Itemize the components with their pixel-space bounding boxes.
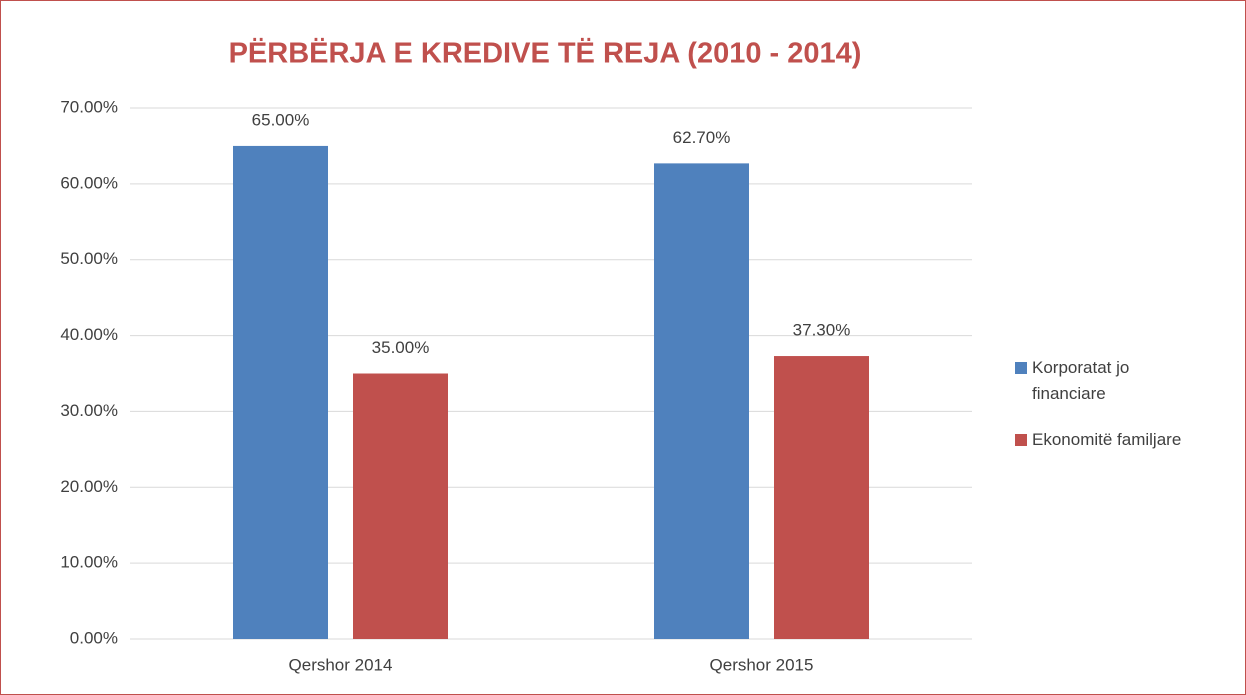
legend-label: Ekonomitë familjare (1032, 430, 1182, 449)
data-label: 62.70% (673, 128, 731, 147)
data-label: 37.30% (793, 321, 851, 340)
bar (233, 145, 328, 639)
y-tick-label: 10.00% (60, 553, 118, 572)
x-tick-label: Qershor 2014 (289, 655, 393, 674)
y-tick-label: 30.00% (60, 401, 118, 420)
data-label: 65.00% (252, 110, 310, 129)
legend-item: Ekonomitë familjare (1015, 427, 1240, 453)
bar (654, 163, 749, 639)
legend-swatch (1015, 362, 1027, 374)
y-tick-label: 50.00% (60, 249, 118, 268)
y-tick-label: 60.00% (60, 173, 118, 192)
bar (774, 356, 869, 639)
y-tick-label: 20.00% (60, 477, 118, 496)
legend-swatch (1015, 434, 1027, 446)
bar (353, 373, 448, 639)
data-label: 35.00% (372, 338, 430, 357)
chart-title: PËRBËRJA E KREDIVE TË REJA (2010 - 2014) (229, 37, 862, 70)
y-tick-label: 70.00% (60, 97, 118, 116)
legend-label: Korporatat jo financiare (1032, 358, 1130, 403)
y-tick-label: 0.00% (70, 628, 118, 647)
y-tick-label: 40.00% (60, 325, 118, 344)
x-tick-label: Qershor 2015 (710, 655, 814, 674)
legend-item: Korporatat jo financiare (1015, 355, 1240, 407)
